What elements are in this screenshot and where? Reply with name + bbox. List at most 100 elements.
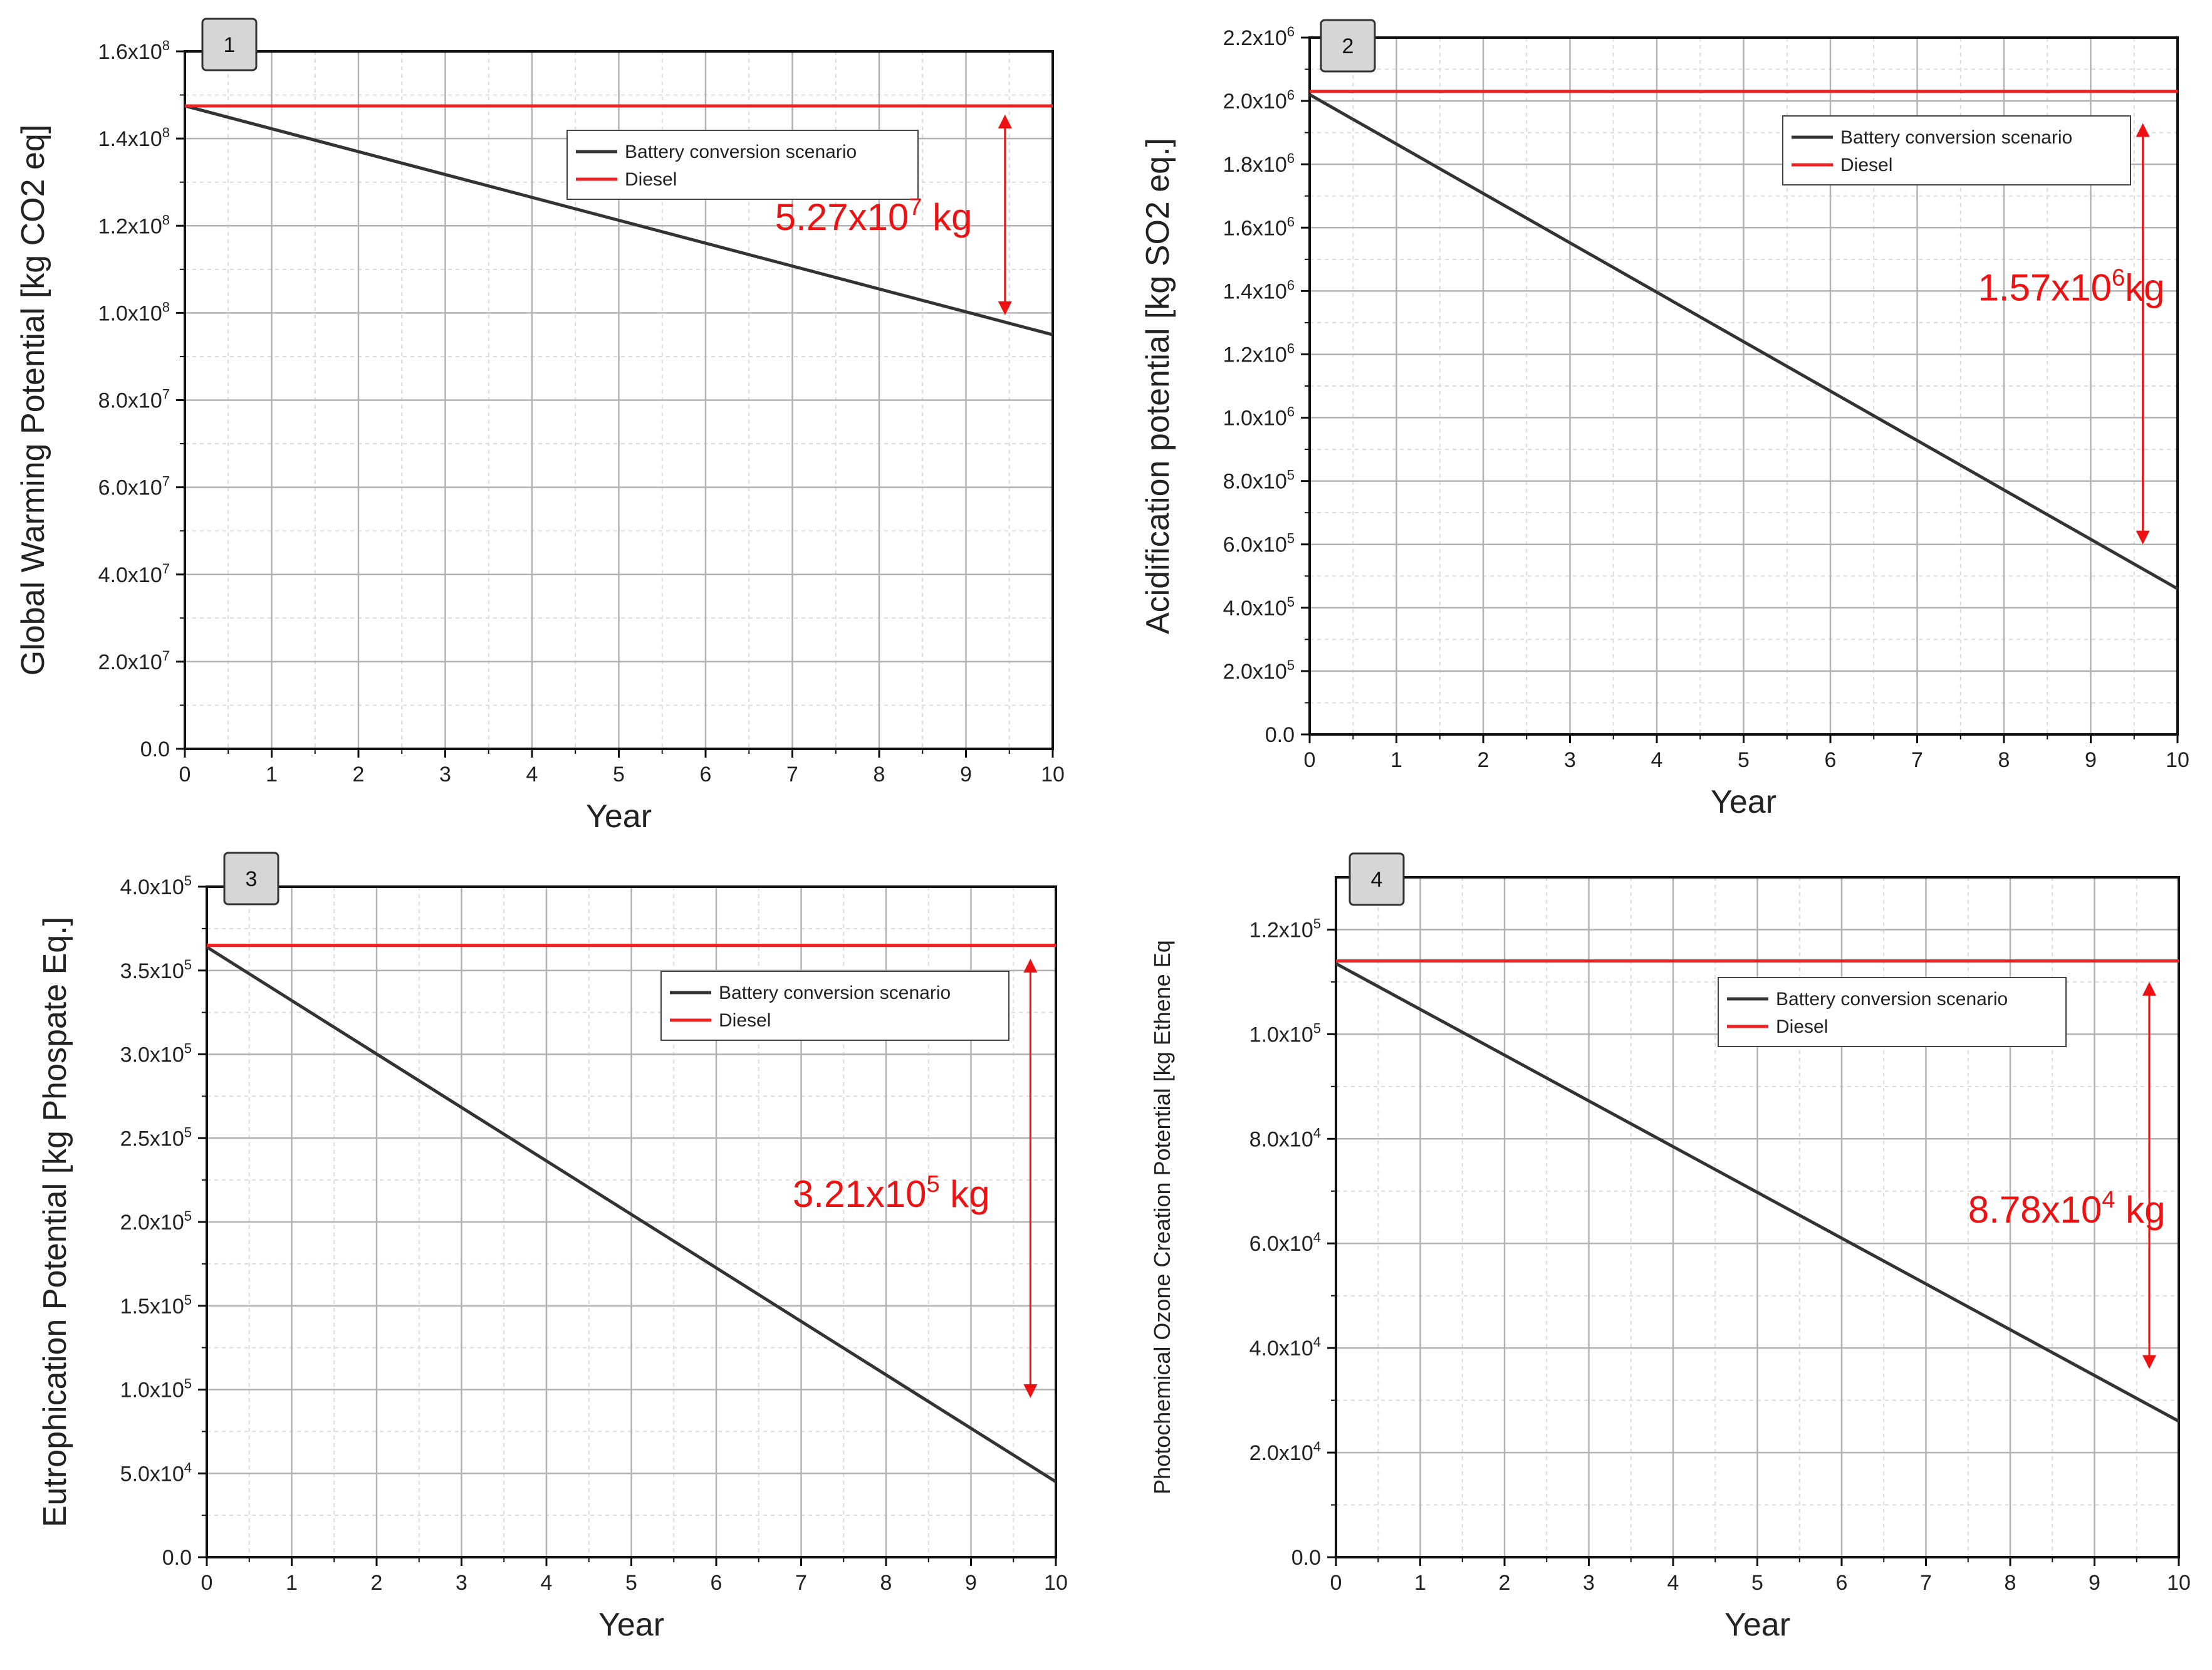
- y-tick-label: 1.8x106: [1223, 150, 1295, 177]
- x-tick-label: 6: [711, 1571, 723, 1595]
- x-tick-label: 2: [371, 1571, 383, 1595]
- chart-svg: 0 1 2 3 4 5 6 7 8 9 10 0.0 2.0x107 4.0x107 6.0x107 8.0x…: [15, 18, 1065, 835]
- minor-grid: [1310, 38, 2178, 734]
- panel-number-badge: 2: [1320, 19, 1376, 73]
- x-tick-label: 2: [1499, 1571, 1511, 1595]
- legend-entry-battery-label: Battery conversion scenario: [625, 142, 857, 162]
- difference-label: 3.21x105 kg: [793, 1171, 990, 1215]
- x-tick-label: 6: [1836, 1571, 1848, 1595]
- x-tick-label: 9: [2089, 1571, 2100, 1595]
- panel-number-badge: 4: [1349, 852, 1405, 906]
- y-tick-label: 4.0x107: [98, 561, 170, 587]
- x-tick-label: 0: [1330, 1571, 1342, 1595]
- x-axis-title: Year: [586, 798, 652, 835]
- x-tick-label: 9: [965, 1571, 977, 1595]
- x-tick-label: 5: [625, 1571, 637, 1595]
- series-line-battery: [184, 104, 1053, 337]
- y-tick-label: 2.0x104: [1249, 1439, 1321, 1465]
- x-axis-title: Year: [1724, 1607, 1790, 1643]
- panel-number: 4: [1371, 868, 1383, 892]
- y-tick-label: 4.0x105: [1223, 594, 1295, 620]
- legend: Battery conversion scenario Diesel: [660, 971, 1009, 1041]
- x-tick-label: 4: [1651, 748, 1663, 772]
- y-tick-label: 2.2x106: [1223, 24, 1295, 50]
- x-tick-label: 7: [1911, 748, 1923, 772]
- legend: Battery conversion scenario Diesel: [1718, 977, 2067, 1047]
- legend-entry-diesel-label: Diesel: [719, 1010, 771, 1031]
- y-tick-label: 2.0x106: [1223, 87, 1295, 113]
- y-tick-label: 1.0x108: [98, 299, 170, 325]
- x-tick-label: 5: [613, 763, 625, 786]
- chart-panel-3: 0 1 2 3 4 5 6 7 8 9 10 0.0 5.0x104 1.0x105 1.5x105 2.0x…: [37, 852, 1068, 1643]
- x-tick-label: 10: [1044, 1571, 1068, 1595]
- x-tick-label: 8: [874, 763, 885, 786]
- x-tick-label: 0: [201, 1571, 213, 1595]
- legend-entry-diesel-label: Diesel: [1776, 1016, 1828, 1037]
- y-tick-label: 0.0: [1291, 1546, 1321, 1570]
- x-tick-label: 3: [439, 763, 451, 786]
- difference-annotation: 3.21x105 kg: [793, 959, 1038, 1398]
- y-tick-label: 1.6x106: [1223, 214, 1295, 240]
- x-axis-title: Year: [598, 1607, 664, 1643]
- y-tick-label: 6.0x105: [1223, 531, 1295, 557]
- y-tick-label: 2.0x105: [1223, 657, 1295, 684]
- difference-annotation: 5.27x107 kg: [775, 114, 1012, 315]
- y-tick-label: 1.0x106: [1223, 404, 1295, 431]
- y-tick-label: 1.0x105: [120, 1376, 192, 1402]
- y-axis-title: Acidification potential [kg SO2 eq.]: [1140, 138, 1176, 634]
- y-tick-label: 5.0x104: [120, 1459, 192, 1486]
- y-tick-label: 1.5x105: [120, 1292, 192, 1318]
- y-tick-label: 2.0x107: [98, 648, 170, 674]
- panel-number: 3: [246, 867, 258, 891]
- x-tick-label: 7: [1920, 1571, 1932, 1595]
- x-tick-label: 8: [1998, 748, 2010, 772]
- x-axis-title: Year: [1711, 784, 1776, 820]
- y-tick-label: 8.0x105: [1223, 467, 1295, 494]
- panel-number: 1: [224, 33, 236, 57]
- y-axis-title: Photochemical Ozone Creation Potential […: [1149, 940, 1175, 1495]
- x-tick-label: 4: [1667, 1571, 1679, 1595]
- y-tick-label: 1.4x106: [1223, 277, 1295, 303]
- y-tick-label: 1.0x105: [1249, 1020, 1321, 1046]
- legend-entry-battery-label: Battery conversion scenario: [1840, 127, 2072, 148]
- chart-panel-1: 0 1 2 3 4 5 6 7 8 9 10 0.0 2.0x107 4.0x107 6.0x107 8.0x…: [0, 0, 1106, 871]
- y-tick-label: 1.2x105: [1249, 916, 1321, 942]
- x-tick-label: 2: [1478, 748, 1489, 772]
- x-tick-label: 10: [2167, 1571, 2191, 1595]
- y-tick-label: 2.0x105: [120, 1208, 192, 1234]
- series-line-battery: [1308, 93, 2179, 590]
- chart-svg: 0 1 2 3 4 5 6 7 8 9 10 0.0 2.0x105 4.0x105 6.0x105 8.0x…: [1140, 19, 2189, 820]
- legend-entry-battery-label: Battery conversion scenario: [1776, 989, 2008, 1010]
- x-tick-label: 5: [1738, 748, 1750, 772]
- x-tick-label: 2: [353, 763, 365, 786]
- y-tick-label: 8.0x107: [98, 387, 170, 413]
- x-tick-label: 6: [1825, 748, 1837, 772]
- difference-annotation: 1.57x106kg: [1978, 123, 2164, 545]
- x-tick-label: 8: [2005, 1571, 2016, 1595]
- difference-label: 5.27x107 kg: [775, 194, 973, 238]
- x-tick-label: 7: [786, 763, 798, 786]
- difference-label: 8.78x104 kg: [1968, 1187, 2166, 1231]
- y-tick-label: 3.5x105: [120, 957, 192, 983]
- y-tick-label: 4.0x105: [120, 873, 192, 899]
- y-tick-label: 0.0: [162, 1546, 192, 1570]
- y-tick-label: 8.0x104: [1249, 1125, 1321, 1151]
- x-tick-label: 1: [1414, 1571, 1426, 1595]
- chart-panel-2: 0 1 2 3 4 5 6 7 8 9 10 0.0 2.0x105 4.0x105 6.0x105 8.0x…: [1140, 19, 2189, 820]
- x-tick-label: 3: [1564, 748, 1576, 772]
- x-tick-label: 1: [266, 763, 278, 786]
- x-tick-label: 9: [2085, 748, 2097, 772]
- y-tick-label: 0.0: [140, 738, 170, 761]
- x-tick-label: 3: [456, 1571, 467, 1595]
- y-axis-title: Eutrophication Potential [kg Phospate Eq…: [37, 917, 73, 1527]
- x-tick-label: 7: [795, 1571, 807, 1595]
- difference-label: 1.57x106kg: [1978, 265, 2164, 309]
- x-tick-label: 1: [1390, 748, 1402, 772]
- y-tick-label: 1.2x106: [1223, 340, 1295, 367]
- legend-entry-battery-label: Battery conversion scenario: [719, 983, 951, 1003]
- y-tick-label: 2.5x105: [120, 1124, 192, 1151]
- x-tick-label: 5: [1751, 1571, 1763, 1595]
